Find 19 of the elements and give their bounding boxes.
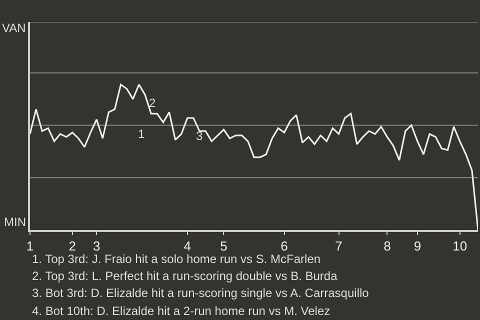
annotation: 2 [149,96,156,110]
text: 1. Top 3rd: J. Fraio hit a solo home run vs S. McFarlen [32,252,321,266]
text: VAN [2,21,26,35]
x-tick-label: 2 [68,238,76,254]
x-tick-label: 7 [335,238,342,254]
text: 3. Bot 3rd: D. Elizalde hit a run-scoring single vs A. Carrasquillo [32,286,370,300]
annotation: 1 [138,127,145,141]
x-tick-label: 5 [220,238,228,254]
text: 2. Top 3rd: L. Perfect hit a run-scoring double vs B. Burda [32,269,338,283]
x-tick-label: 3 [92,238,100,254]
x-tick-label: 4 [184,238,192,254]
x-tick-label: 8 [384,238,391,254]
x-tick-label: 6 [280,238,288,254]
text: 4. Bot 10th: D. Elizalde hit a 2-run home run vs M. Velez [32,304,330,318]
text: MIN [4,215,26,229]
x-tick-label: 10 [452,238,468,254]
x-tick-label: 9 [414,238,422,254]
x-tick-label: 1 [26,238,34,254]
annotation: 3 [196,129,203,143]
